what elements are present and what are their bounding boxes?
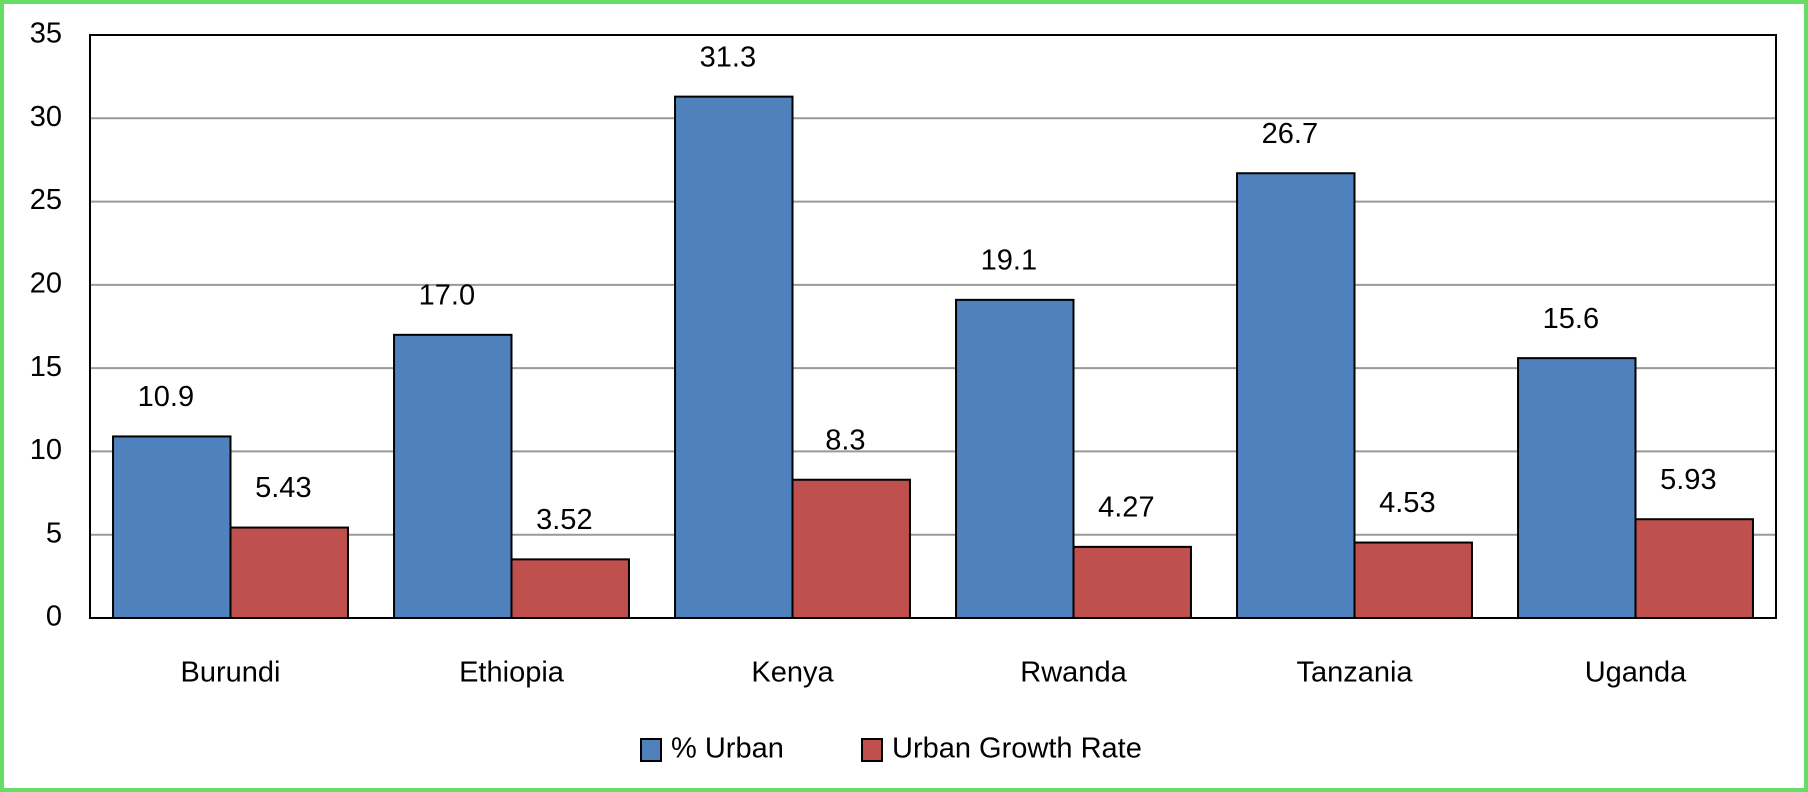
legend-label: % Urban	[671, 733, 784, 765]
bar	[112, 435, 232, 619]
data-label: 5.93	[1660, 464, 1716, 496]
bar	[229, 526, 349, 619]
data-label: 10.9	[138, 381, 194, 413]
plot-border	[89, 34, 1777, 619]
bar	[791, 478, 911, 620]
bar	[1634, 518, 1754, 619]
bar	[674, 95, 794, 620]
data-label: 15.6	[1543, 303, 1599, 335]
x-tick-label: Rwanda	[1020, 657, 1127, 689]
x-tick-label: Ethiopia	[459, 657, 565, 689]
y-tick-label: 25	[30, 184, 62, 216]
bar	[510, 558, 630, 620]
data-label: 26.7	[1262, 118, 1318, 150]
data-label: 3.52	[536, 504, 592, 536]
data-label: 4.27	[1098, 492, 1154, 524]
bar	[1072, 545, 1192, 620]
y-tick-label: 30	[30, 101, 62, 133]
data-label: 5.43	[255, 472, 311, 504]
x-tick-label: Tanzania	[1296, 657, 1413, 689]
bar	[1236, 172, 1356, 620]
legend-swatch	[640, 738, 662, 762]
bar	[955, 298, 1075, 619]
y-tick-label: 5	[46, 517, 62, 549]
data-label: 19.1	[981, 245, 1037, 277]
bar	[393, 333, 513, 619]
data-label: 31.3	[700, 41, 756, 73]
y-tick-label: 35	[30, 18, 62, 50]
plot-area	[90, 35, 1776, 618]
y-tick-label: 20	[30, 268, 62, 300]
data-label: 17.0	[419, 279, 475, 311]
data-label: 4.53	[1379, 487, 1435, 519]
y-tick-label: 15	[30, 351, 62, 383]
y-tick-label: 0	[46, 601, 62, 633]
x-tick-label: Burundi	[181, 657, 281, 689]
x-tick-label: Kenya	[751, 657, 834, 689]
x-tick-label: Uganda	[1585, 657, 1687, 689]
legend-label: Urban Growth Rate	[892, 733, 1142, 765]
bar	[1517, 357, 1637, 619]
bar	[1353, 541, 1473, 620]
y-tick-label: 10	[30, 434, 62, 466]
data-label: 8.3	[825, 424, 865, 456]
legend-swatch	[861, 738, 883, 762]
